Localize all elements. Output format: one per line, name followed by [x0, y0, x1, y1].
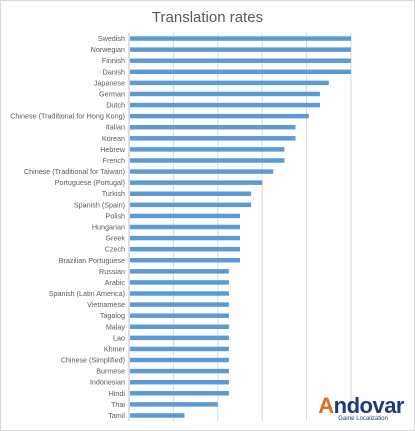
category-label: Portuguese (Portugal) [55, 178, 125, 187]
category-label: Turkish [102, 189, 125, 198]
logo-wordmark: Andovar [318, 393, 404, 419]
bar [130, 47, 351, 52]
bar [130, 224, 240, 230]
bar [130, 169, 274, 174]
chart-title: Translation rates [151, 9, 264, 26]
bar [130, 69, 351, 75]
category-label: Korean [102, 134, 125, 143]
category-label: Burmese [96, 367, 125, 376]
category-label: Japanese [94, 78, 125, 87]
bar [130, 302, 229, 307]
category-label: Dutch [106, 101, 125, 110]
bar [130, 313, 229, 318]
bar [130, 391, 229, 396]
bar [130, 324, 229, 330]
category-label: Danish [103, 67, 125, 76]
bar [130, 269, 229, 274]
category-label: Swedish [98, 34, 125, 43]
category-label: Norwegian [91, 45, 125, 54]
category-label: Polish [105, 211, 125, 220]
category-label: Lao [113, 333, 125, 342]
logo-a-glyph: A [318, 393, 334, 418]
category-label: Vietnamese [87, 300, 125, 309]
category-label: Hebrew [100, 145, 126, 154]
bar [130, 379, 229, 385]
logo-tagline: Game Localization [338, 416, 388, 422]
bar [130, 191, 252, 196]
bar [130, 258, 240, 263]
category-label: Hindi [109, 389, 126, 398]
bar [130, 202, 252, 208]
category-label: Thai [111, 400, 125, 409]
bar [130, 102, 320, 108]
bar [130, 291, 229, 296]
category-label: Malay [106, 322, 126, 331]
bar [130, 402, 218, 407]
bar [130, 147, 285, 152]
bar [130, 413, 185, 418]
category-label: German [99, 89, 125, 98]
bar [130, 124, 296, 130]
category-label: Italian [106, 123, 125, 132]
andovar-logo: Andovar Game Localization [318, 393, 404, 422]
category-label: Chinese (Traditional for Hong Kong) [10, 112, 125, 121]
category-label: Spanish (Latin America) [49, 289, 125, 298]
category-label: Tamil [108, 411, 125, 420]
category-label: Finnish [102, 56, 125, 65]
bar [130, 36, 351, 41]
category-label: Brazilian Portuguese [59, 256, 125, 265]
category-label: Spanish (Spain) [74, 200, 125, 209]
category-label: Chinese (Simplified) [61, 356, 125, 365]
bar [130, 136, 296, 141]
bar [130, 357, 229, 363]
bar [130, 91, 320, 97]
category-label: Tagalog [100, 311, 125, 320]
category-label: Arabic [105, 278, 126, 287]
bar [130, 158, 285, 163]
bar [130, 58, 351, 63]
bar [130, 235, 240, 241]
bar [130, 335, 229, 341]
bar [130, 280, 229, 285]
logo-wordmark-rest: ndovar [333, 393, 405, 418]
category-label: Chinese (Traditional for Taiwan) [24, 167, 125, 176]
bar [130, 346, 229, 352]
category-label: Russian [99, 267, 125, 276]
bar [130, 246, 240, 252]
category-label: Hungarian [92, 223, 125, 232]
category-label: French [103, 156, 125, 165]
category-label: Khmer [104, 344, 126, 353]
bar [130, 368, 229, 374]
bar [130, 113, 309, 119]
bar [130, 80, 329, 86]
category-label: Indonesian [90, 378, 125, 387]
category-label: Czech [105, 245, 125, 254]
bar [130, 213, 240, 219]
category-label: Greek [105, 234, 125, 243]
bar [130, 180, 263, 185]
